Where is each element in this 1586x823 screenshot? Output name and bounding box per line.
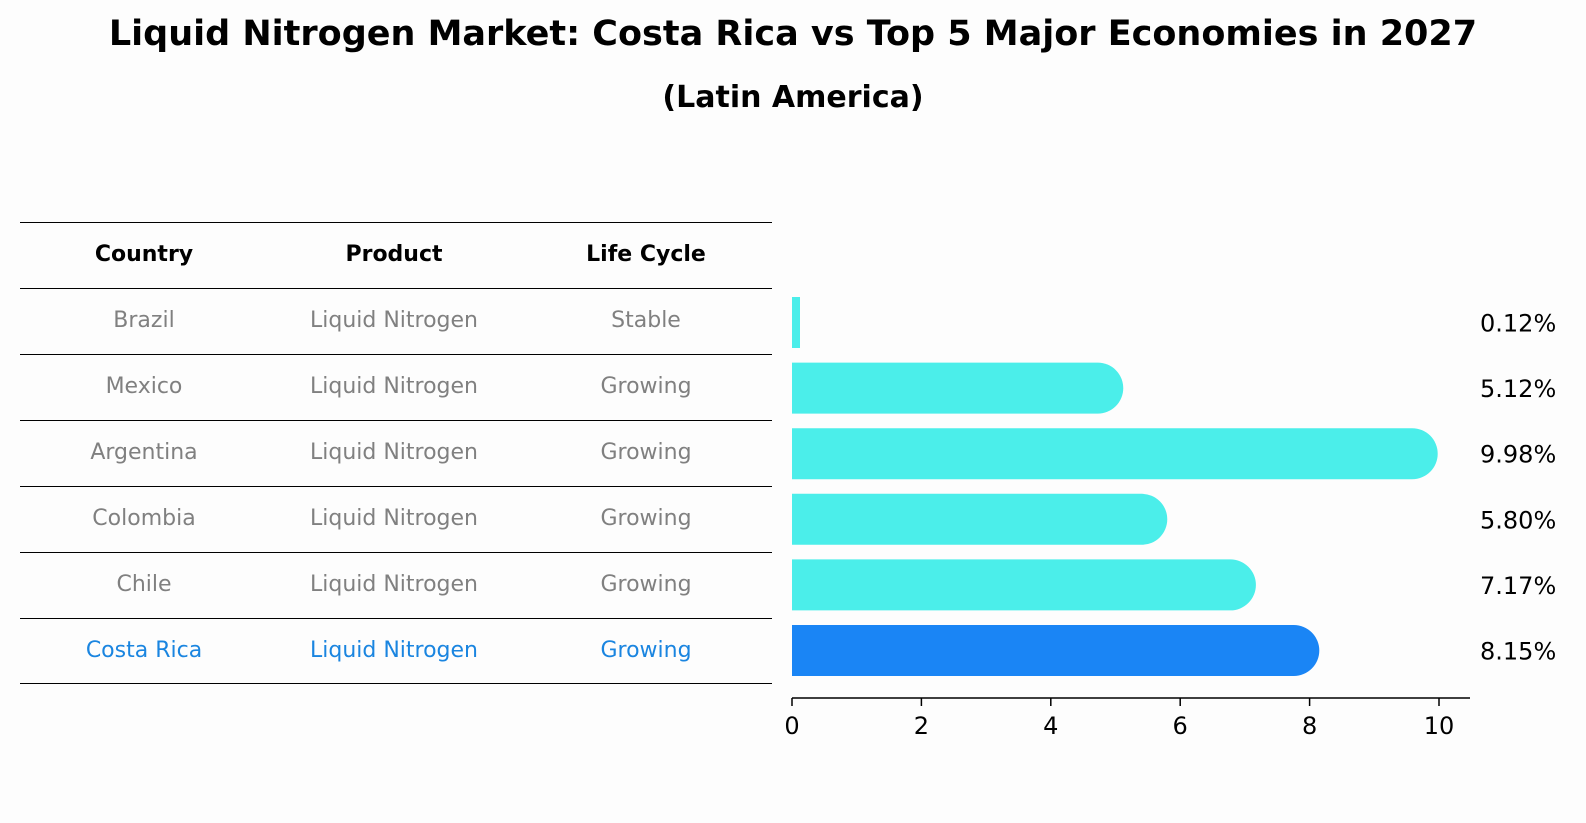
table-header-row: Country Product Life Cycle [20,222,772,288]
cell-life-cycle: Stable [611,308,681,333]
bar-value-label: 8.15% [1480,638,1556,666]
bar [792,362,1124,414]
cell-life-cycle: Growing [600,374,692,399]
cell-country: Argentina [90,440,198,465]
x-tick-label: 6 [1173,712,1188,740]
bar-value-label: 7.17% [1480,572,1556,600]
header-country: Country [94,242,194,267]
x-tick-label: 2 [914,712,929,740]
bar [792,428,1438,480]
chart-subtitle: (Latin America) [662,80,924,115]
bar-value-label: 9.98% [1480,441,1556,469]
table-row: Brazil Liquid Nitrogen Stable [20,288,772,354]
x-tick-label: 0 [784,712,799,740]
x-tick-label: 4 [1043,712,1058,740]
bar-value-label: 5.12% [1480,375,1556,403]
bar-value-label: 0.12% [1480,310,1556,338]
bar [792,559,1256,611]
bar-value-label: 5.80% [1480,506,1556,534]
cell-country: Costa Rica [85,638,203,663]
cell-country: Mexico [105,374,183,399]
header-product: Product [345,242,443,267]
chart-title: Liquid Nitrogen Market: Costa Rica vs To… [108,14,1478,54]
table-row: Mexico Liquid Nitrogen Growing [20,354,772,420]
data-table: Country Product Life Cycle Brazil Liquid… [20,222,772,684]
cell-product: Liquid Nitrogen [309,572,478,597]
header-life-cycle: Life Cycle [586,242,706,267]
cell-product: Liquid Nitrogen [309,506,478,531]
cell-product: Liquid Nitrogen [309,440,478,465]
table-row: Chile Liquid Nitrogen Growing [20,552,772,618]
cell-product: Liquid Nitrogen [309,308,478,333]
cell-life-cycle: Growing [600,638,692,663]
bar-highlight [792,625,1320,676]
x-tick-label: 10 [1424,712,1455,740]
cell-country: Colombia [92,506,196,531]
bar [792,297,800,348]
cell-product: Liquid Nitrogen [309,638,478,663]
cell-life-cycle: Growing [600,506,692,531]
cell-life-cycle: Growing [600,440,692,465]
cell-life-cycle: Growing [600,572,692,597]
bar [792,493,1168,545]
x-tick-label: 8 [1302,712,1317,740]
table-row: Argentina Liquid Nitrogen Growing [20,420,772,486]
table-row-highlight: Costa Rica Liquid Nitrogen Growing [20,618,772,684]
table-row: Colombia Liquid Nitrogen Growing [20,486,772,552]
cell-country: Brazil [113,308,175,333]
cell-country: Chile [116,572,172,597]
cell-product: Liquid Nitrogen [309,374,478,399]
